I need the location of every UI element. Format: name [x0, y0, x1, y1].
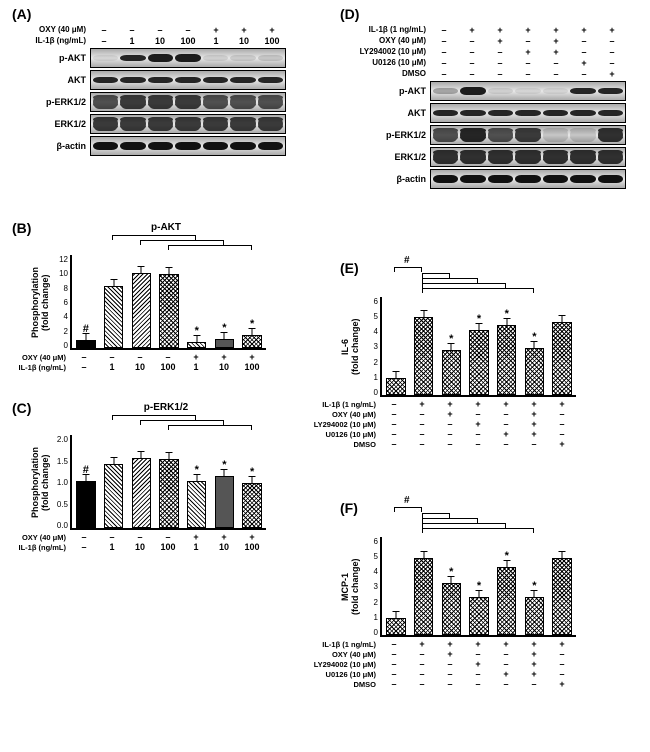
panelA-treat-0: OXY (40 μM)––––+++ — [30, 24, 286, 35]
panel-label-F: (F) — [340, 500, 358, 516]
chartE-bar-3: * — [469, 330, 488, 395]
chartE-xrow-0: IL-1β (1 ng/mL)–++++++ — [340, 399, 576, 409]
panelD-blot-3: ERK1/2 — [340, 147, 626, 167]
chartC-bar-3 — [159, 459, 178, 528]
chartE-ylabel: IL-6(fold change) — [340, 297, 358, 397]
chartC-bar-6: * — [242, 483, 261, 528]
chartB-bar-2 — [132, 273, 151, 348]
chartE-plot: **** — [380, 297, 576, 397]
panel-label-B: (B) — [12, 220, 31, 236]
chartB-xrow-0: OXY (40 μM)––––+++ — [30, 352, 284, 362]
chartF-bar-5: * — [525, 597, 544, 635]
chartF-bar-3: * — [469, 597, 488, 635]
panelD: IL-1β (1 ng/mL)–++++++OXY (40 μM)––+–+––… — [340, 24, 626, 189]
chartC-bar-0: # — [76, 481, 95, 529]
chartB: p-AKTPhosphorylation(fold change)1210864… — [30, 222, 284, 372]
chartC-xrow-1: IL-1β (ng/mL)–110100110100 — [30, 542, 284, 552]
chartC-ylabel: Phosphorylation(fold change) — [30, 435, 48, 530]
chartF-xrow-0: IL-1β (1 ng/mL)–++++++ — [340, 639, 576, 649]
chartF-bar-6 — [552, 558, 571, 635]
chartF-xrow-4: DMSO––––––+ — [340, 679, 576, 689]
chartF-bar-1 — [414, 558, 433, 635]
panelD-blot-1: AKT — [340, 103, 626, 123]
chartE-bar-5: * — [525, 348, 544, 395]
chartE-xrow-4: DMSO––––––+ — [340, 439, 576, 449]
chartF-xrow-1: OXY (40 μM)––+––+– — [340, 649, 576, 659]
panelA-treat-1: IL-1β (ng/mL)–110100110100 — [30, 35, 286, 46]
chartF-plot: **** — [380, 537, 576, 637]
panelD-treat-2: LY294002 (10 μM)–––++–– — [340, 46, 626, 57]
chartE-bar-6 — [552, 322, 571, 395]
panelD-treat-1: OXY (40 μM)––+–+–– — [340, 35, 626, 46]
chartC-xrow-0: OXY (40 μM)––––+++ — [30, 532, 284, 542]
panelA-blot-3: ERK1/2 — [30, 114, 286, 134]
chartB-title: p-AKT — [48, 222, 284, 233]
chartC-plot: #*** — [70, 435, 266, 530]
chartC-bar-2 — [132, 458, 151, 528]
chartB-plot: # * * * — [70, 255, 266, 350]
chartE-bar-0 — [386, 378, 405, 395]
panelD-treat-0: IL-1β (1 ng/mL)–++++++ — [340, 24, 626, 35]
chartF-xrow-2: LY294002 (10 μM)–––+–+– — [340, 659, 576, 669]
panelA-blot-2: p-ERK1/2 — [30, 92, 286, 112]
chartB-xrow-1: IL-1β (ng/mL)–110100110100 — [30, 362, 284, 372]
chartB-bar-5: * — [215, 339, 234, 348]
chartB-bar-3 — [159, 274, 178, 348]
chartE-bar-4: * — [497, 325, 516, 395]
panelA-blot-4: β-actin — [30, 136, 286, 156]
panelD-blot-0: p-AKT — [340, 81, 626, 101]
panelD-treat-3: U0126 (10 μM)–––––+– — [340, 57, 626, 68]
chartB-bar-1 — [104, 286, 123, 348]
chartE: #IL-6(fold change)6543210****IL-1β (1 ng… — [340, 275, 576, 449]
chartB-ylabel: Phosphorylation(fold change) — [30, 255, 48, 350]
chartC-bar-1 — [104, 464, 123, 528]
chartE-xrow-1: OXY (40 μM)––+––+– — [340, 409, 576, 419]
chartC: p-ERK1/2Phosphorylation(fold change)2.01… — [30, 402, 284, 552]
panelA-blot-0: p-AKT — [30, 48, 286, 68]
chartF-bar-2: * — [442, 583, 461, 635]
panelD-blot-4: β-actin — [340, 169, 626, 189]
panel-label-E: (E) — [340, 260, 359, 276]
chartC-bar-4: * — [187, 481, 206, 529]
chartB-bar-4: * — [187, 342, 206, 348]
chartF-bar-0 — [386, 618, 405, 635]
chartF: #MCP-1(fold change)6543210****IL-1β (1 n… — [340, 515, 576, 689]
chartB-bar-0: # — [76, 340, 95, 348]
panelA: OXY (40 μM)––––+++IL-1β (ng/mL)–11010011… — [30, 24, 286, 156]
chartB-bar-6: * — [242, 335, 261, 348]
panel-label-A: (A) — [12, 6, 31, 22]
chartE-bar-2: * — [442, 350, 461, 395]
panelD-treat-4: DMSO––––––+ — [340, 68, 626, 79]
chartF-ylabel: MCP-1(fold change) — [340, 537, 358, 637]
chartE-bar-1 — [414, 317, 433, 395]
panel-label-D: (D) — [340, 6, 359, 22]
chartC-title: p-ERK1/2 — [48, 402, 284, 413]
chartE-xrow-2: LY294002 (10 μM)–––+–+– — [340, 419, 576, 429]
panel-label-C: (C) — [12, 400, 31, 416]
chartF-xrow-3: U0126 (10 μM)––––++– — [340, 669, 576, 679]
chartE-xrow-3: U0126 (10 μM)––––++– — [340, 429, 576, 439]
panelA-blot-1: AKT — [30, 70, 286, 90]
panelD-blot-2: p-ERK1/2 — [340, 125, 626, 145]
chartC-bar-5: * — [215, 476, 234, 528]
chartF-bar-4: * — [497, 567, 516, 635]
